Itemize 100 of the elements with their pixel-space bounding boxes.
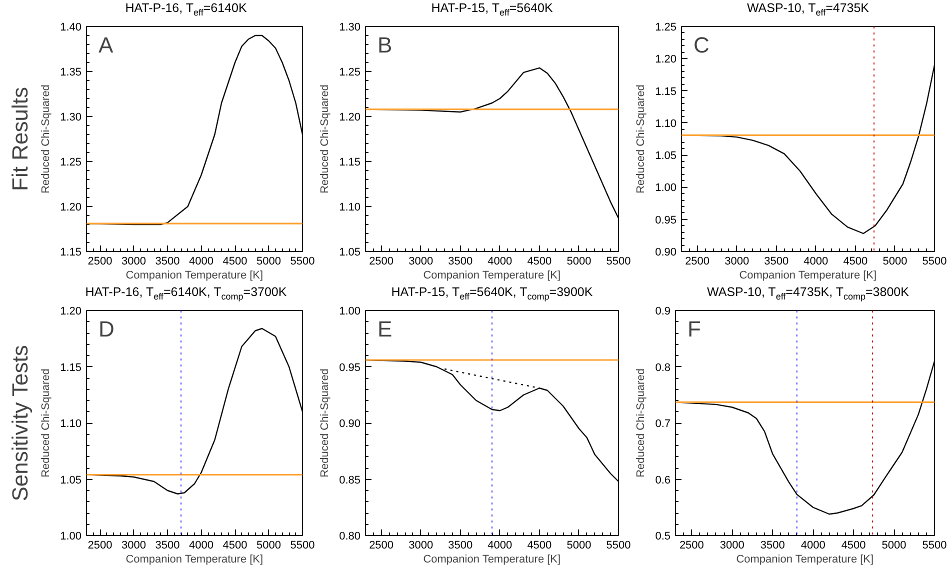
- x-axis-title: Companion Temperature [K]: [126, 554, 264, 566]
- x-tick-label: 5500: [922, 256, 947, 268]
- y-tick-label: 0.90: [339, 418, 361, 430]
- y-tick-label: 1.00: [60, 530, 82, 542]
- x-tick-label: 5000: [256, 540, 281, 552]
- text: Sensitivity Tests: [8, 345, 32, 502]
- x-tick-label: 4000: [804, 256, 828, 268]
- y-axis-title: Reduced Chi-Squared: [40, 368, 52, 478]
- x-tick-label: 4000: [488, 540, 512, 552]
- y-axis-title: Reduced Chi-Squared: [319, 84, 332, 194]
- y-axis-title: Reduced Chi-Squared: [319, 368, 332, 478]
- chart-title: HAT-P-15, T$_{eff}$=5640K: [430, 0, 554, 18]
- y-tick-label: 1.35: [60, 66, 82, 78]
- x-tick-label: 3000: [122, 256, 146, 268]
- y-tick-label: 1.05: [655, 150, 677, 162]
- x-axis-title: Companion Temperature [K]: [126, 270, 264, 282]
- x-tick-label: 5500: [606, 256, 631, 268]
- annotation: E: [378, 316, 392, 342]
- x-tick-label: 3000: [408, 540, 434, 552]
- y-tick-label: 0.90: [655, 246, 677, 258]
- annotation: B: [378, 32, 392, 58]
- x-tick-label: 2500: [679, 540, 704, 552]
- x-tick-label: 3500: [155, 540, 180, 552]
- y-tick-label: 1.15: [655, 86, 677, 98]
- x-tick-label: 5000: [256, 256, 281, 268]
- x-tick-label: 5500: [922, 540, 947, 552]
- chart-title: HAT-P-16, T$_{eff}$=6140K, T$_{comp}$=3700K: [84, 284, 288, 302]
- y-tick-label: 1.00: [655, 182, 677, 194]
- y-tick-label: 1.15: [339, 156, 361, 168]
- y-axis-title: Reduced Chi-Squared: [40, 84, 52, 194]
- y-tick-label: 0.80: [339, 530, 361, 542]
- x-tick-label: 4500: [527, 540, 552, 552]
- x-tick-label: 4500: [843, 256, 868, 268]
- x-tick-label: 3000: [122, 540, 146, 552]
- y-tick-label: 1.20: [60, 306, 82, 318]
- x-tick-label: 3000: [720, 540, 744, 552]
- y-tick-label: 1.25: [60, 156, 82, 168]
- y-tick-label: 1.20: [60, 202, 82, 214]
- y-tick-label: 0.85: [339, 474, 361, 486]
- x-tick-label: 5000: [882, 256, 908, 268]
- chart-title: HAT-P-16, T$_{eff}$=6140K: [124, 0, 248, 18]
- x-tick-label: 5500: [606, 540, 631, 552]
- y-axis-title: Reduced Chi-Squared: [635, 368, 648, 478]
- x-tick-label: 3500: [155, 256, 180, 268]
- y-tick-label: 0.5: [655, 530, 671, 542]
- y-tick-label: 0.6: [655, 474, 671, 486]
- x-tick-label: 4500: [222, 540, 248, 552]
- x-tick-label: 2500: [685, 256, 710, 268]
- annotation: A: [98, 32, 114, 58]
- x-tick-label: 3500: [448, 256, 473, 268]
- x-tick-label: 3000: [408, 256, 434, 268]
- y-tick-label: 1.05: [339, 246, 361, 258]
- x-axis-title: Companion Temperature [K]: [739, 270, 877, 282]
- x-tick-label: 4500: [527, 256, 552, 268]
- y-tick-label: 1.30: [339, 22, 361, 34]
- y-tick-label: 1.25: [339, 66, 361, 78]
- y-tick-label: 1.15: [60, 362, 82, 374]
- x-tick-label: 3500: [448, 540, 473, 552]
- y-axis-title: Reduced Chi-Squared: [635, 84, 648, 194]
- y-tick-label: 1.10: [339, 202, 361, 214]
- y-tick-label: 1.20: [339, 112, 361, 124]
- y-tick-label: 1.20: [655, 54, 677, 66]
- x-tick-label: 3000: [724, 256, 750, 268]
- x-tick-label: 4000: [189, 540, 214, 552]
- x-tick-label: 5000: [882, 540, 906, 552]
- x-tick-label: 3500: [760, 540, 785, 552]
- y-tick-label: 1.25: [655, 22, 677, 34]
- x-axis-title: Companion Temperature [K]: [423, 270, 561, 282]
- y-tick-label: 0.95: [655, 214, 677, 226]
- x-tick-label: 5500: [290, 540, 315, 552]
- x-tick-label: 4000: [800, 540, 826, 552]
- y-tick-label: 1.05: [60, 474, 82, 486]
- y-tick-label: 1.10: [655, 118, 677, 130]
- y-tick-label: 1.15: [60, 246, 82, 258]
- x-tick-label: 2500: [369, 256, 394, 268]
- x-tick-label: 3500: [764, 256, 789, 268]
- x-tick-label: 4500: [841, 540, 866, 552]
- x-tick-label: 4000: [189, 256, 214, 268]
- x-tick-label: 2500: [369, 540, 394, 552]
- y-tick-label: 1.00: [339, 306, 361, 318]
- y-tick-label: 0.9: [655, 306, 671, 318]
- text: Fit Results: [8, 87, 32, 191]
- x-tick-label: 4500: [222, 256, 248, 268]
- x-axis-title: Companion Temperature [K]: [736, 554, 874, 566]
- y-tick-label: 0.8: [655, 362, 671, 374]
- x-tick-label: 2500: [88, 256, 112, 268]
- y-tick-label: 1.10: [60, 418, 82, 430]
- y-tick-label: 0.95: [339, 362, 361, 374]
- annotation: C: [694, 32, 710, 58]
- annotation: D: [98, 316, 114, 342]
- x-tick-label: 5500: [290, 256, 315, 268]
- y-tick-label: 0.7: [655, 418, 671, 430]
- x-tick-label: 5000: [566, 256, 592, 268]
- chart-title: WASP-10, T$_{eff}$=4735K, T$_{comp}$=3800K: [706, 284, 910, 302]
- chart-title: HAT-P-15, T$_{eff}$=5640K, T$_{comp}$=3900K: [390, 284, 594, 302]
- x-axis-title: Companion Temperature [K]: [423, 554, 561, 566]
- y-tick-label: 1.30: [60, 112, 82, 124]
- x-tick-label: 2500: [88, 540, 112, 552]
- annotation: F: [688, 316, 701, 342]
- y-tick-label: 1.40: [60, 22, 82, 34]
